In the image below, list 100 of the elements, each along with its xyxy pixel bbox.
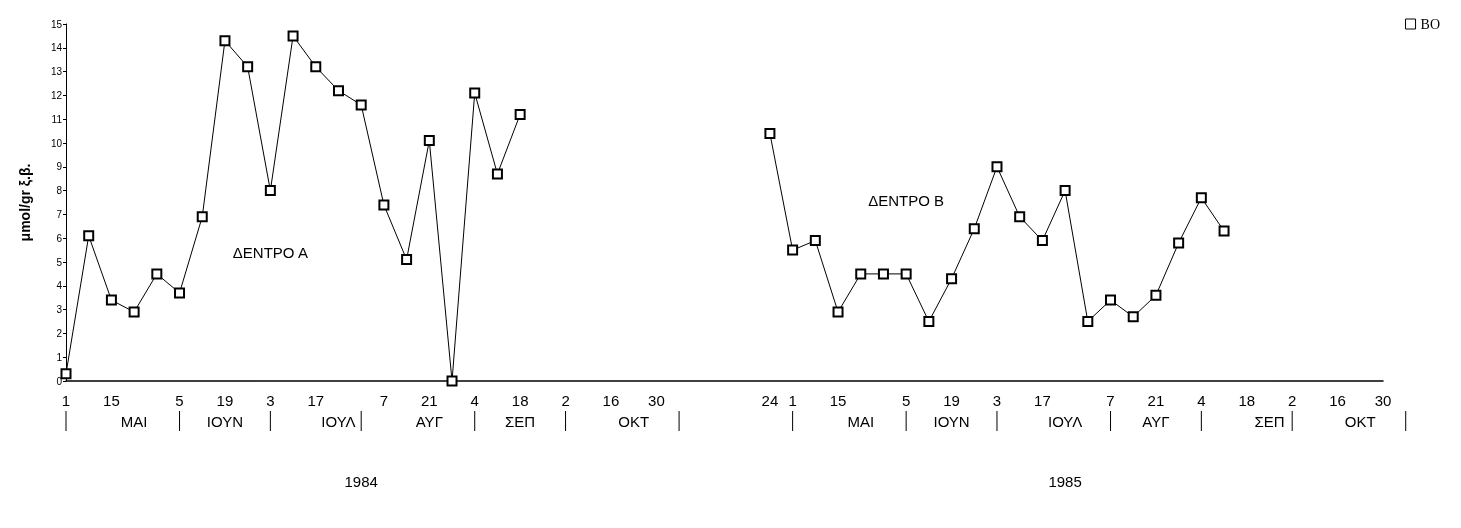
point (1082, 316, 1094, 327)
point (1127, 311, 1139, 323)
x-tick-label: 30 (1374, 392, 1392, 409)
point (968, 223, 980, 235)
point (219, 35, 231, 47)
legend-label: BO (1420, 16, 1440, 32)
point (1150, 289, 1162, 301)
text: 1985 (1048, 472, 1082, 490)
point (423, 135, 435, 147)
x-tick-label: 16 (1329, 392, 1346, 409)
text: ΟΚΤ (1344, 412, 1376, 430)
x-tick-label: 30 (648, 392, 665, 409)
text: ΣΕΠ (1254, 412, 1285, 430)
point (469, 87, 481, 99)
point (332, 85, 344, 97)
y-tick-label: 2 (56, 327, 63, 339)
text: ΜΑΙ (847, 412, 875, 430)
point (855, 268, 867, 280)
point (1036, 235, 1048, 247)
point (1105, 294, 1117, 306)
x-tick-label: 3 (992, 392, 1002, 409)
text: ΑΥΓ (415, 412, 443, 430)
point (1195, 192, 1207, 204)
y-tick-label: 12 (50, 89, 63, 101)
y-tick-label: 11 (51, 113, 63, 125)
y-tick-label: 6 (56, 232, 63, 244)
x-tick-label: 19 (216, 392, 234, 409)
x-tick-label: 2 (561, 392, 570, 409)
point (809, 235, 821, 247)
y-tick-label: 9 (56, 161, 63, 173)
point (355, 99, 367, 111)
point (514, 108, 526, 120)
x-tick-label: 7 (379, 392, 389, 409)
annotation: ΔΕΝΤΡΟ Β (868, 191, 945, 209)
y-tick-label: 7 (56, 208, 63, 220)
point (877, 268, 889, 280)
x-tick-label: 18 (1238, 392, 1256, 409)
x-tick-label: 3 (266, 392, 275, 409)
text: ΟΚΤ (618, 412, 650, 430)
text: ΙΟΥΛ (1047, 412, 1083, 430)
x-tick-label: 2 (1288, 392, 1297, 409)
y-tick-label: 1 (56, 351, 63, 363)
x-tick-label: 17 (1034, 392, 1051, 409)
x-tick-label: 15 (103, 392, 120, 409)
point (491, 168, 503, 180)
x-tick-label: 21 (420, 392, 438, 409)
x-tick-label: 21 (1147, 392, 1165, 409)
point (946, 273, 958, 285)
text: ΙΟΥΛ (321, 412, 356, 430)
point (991, 161, 1003, 173)
x-tick-label: 5 (901, 392, 911, 409)
point (83, 230, 95, 242)
x-tick-label: 1 (788, 392, 797, 409)
y-tick-label: 13 (50, 66, 63, 78)
y-tick-label: 3 (56, 304, 63, 316)
point (1173, 237, 1185, 249)
point (242, 61, 254, 73)
y-tick-label: 0 (56, 375, 63, 387)
point (264, 185, 276, 197)
text: ΜΑΙ (120, 412, 148, 430)
x-tick-label: 24 (761, 392, 779, 409)
y-axis-title: μmol/gr ξ.β. (17, 163, 33, 242)
text: 1984 (344, 472, 378, 490)
x-tick-label: 17 (307, 392, 325, 409)
x-tick-label: 16 (602, 392, 620, 409)
annotation: ΔΕΝΤΡΟ Α (232, 243, 308, 261)
point (446, 375, 458, 387)
point (60, 368, 72, 380)
x-tick-label: 18 (511, 392, 529, 409)
text: ΣΕΠ (505, 412, 536, 430)
y-tick-label: 10 (50, 137, 63, 149)
y-tick-label: 15 (50, 18, 63, 30)
point (378, 199, 390, 211)
x-tick-label: 4 (1197, 392, 1206, 409)
point (196, 211, 208, 223)
point (151, 268, 163, 280)
text: ΑΥΓ (1142, 412, 1170, 430)
point (923, 316, 935, 327)
point (787, 244, 799, 256)
point (128, 306, 140, 318)
text: ΙΟΥΝ (206, 412, 244, 430)
point (105, 294, 117, 306)
x-tick-label: 5 (175, 392, 184, 409)
x-tick-label: 7 (1106, 392, 1115, 409)
point (1059, 185, 1071, 197)
y-tick-label: 8 (56, 185, 63, 197)
point (174, 287, 186, 299)
point (832, 306, 844, 318)
point (310, 61, 322, 73)
x-tick-label: 15 (829, 392, 847, 409)
y-tick-label: 5 (56, 256, 63, 268)
point (401, 254, 413, 266)
y-tick-label: 14 (50, 42, 63, 54)
point (764, 127, 776, 139)
point (1014, 211, 1026, 223)
point (900, 268, 912, 280)
x-tick-label: 19 (943, 392, 960, 409)
x-tick-label: 4 (470, 392, 479, 409)
text: ΙΟΥΝ (933, 412, 970, 430)
point (1218, 225, 1230, 237)
